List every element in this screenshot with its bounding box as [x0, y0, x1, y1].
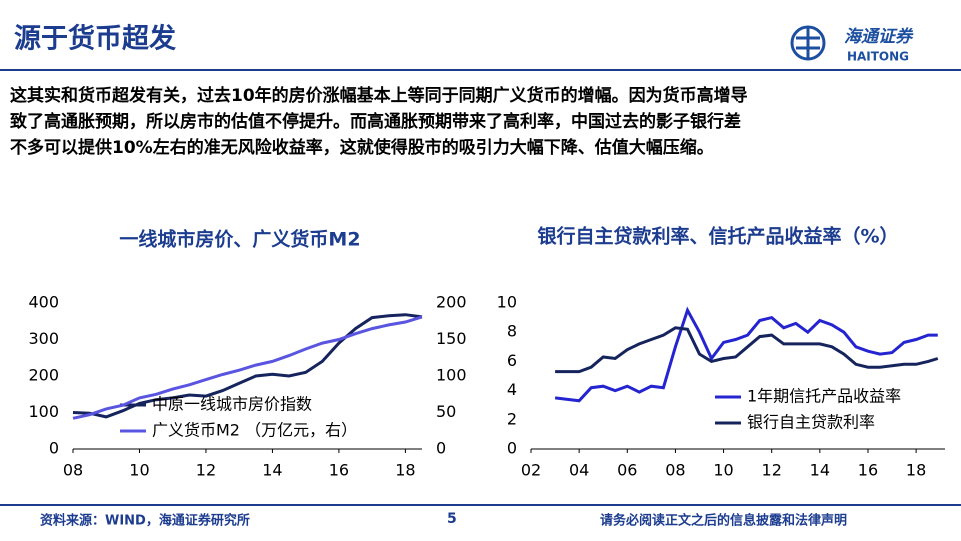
footer-disclaimer: 请务必阅读正文之后的信息披露和法律声明: [600, 513, 847, 529]
y-tick-label: 0: [49, 439, 59, 458]
legend-label: 中原一线城市房价指数: [152, 395, 312, 414]
series-line: [72, 315, 423, 420]
logo-text: 海通证券: [844, 27, 914, 47]
x-tick-label: 08: [665, 461, 685, 480]
x-tick-label: 16: [858, 461, 878, 480]
y-tick-label: 6: [507, 351, 517, 370]
body-line: 这其实和货币超发有关，过去10年的房价涨幅基本上等同于同期广义货币的增幅。因为货…: [10, 85, 748, 106]
y2-tick-label: 200: [436, 293, 467, 312]
slide-title: 源于货币超发: [14, 23, 176, 55]
logo-sub: HAITONG: [847, 50, 909, 64]
chart-title: 银行自主贷款利率、信托产品收益率（%）: [537, 225, 898, 248]
x-tick-label: 06: [617, 461, 637, 480]
y-tick-label: 200: [28, 366, 59, 385]
y-tick-label: 10: [497, 293, 517, 312]
y-tick-label: 100: [28, 402, 59, 421]
y-tick-label: 4: [507, 380, 517, 399]
x-tick-label: 10: [713, 461, 733, 480]
x-tick-label: 08: [63, 461, 83, 480]
body-line: 致了高通胀预期，所以房市的估值不停提升。而高通胀预期带来了高利率，中国过去的影子…: [10, 111, 741, 132]
y2-tick-label: 100: [436, 366, 467, 385]
y-tick-label: 400: [28, 293, 59, 312]
y-tick-label: 300: [28, 329, 59, 348]
y2-tick-label: 50: [436, 402, 456, 421]
legend-label: 银行自主贷款利率: [747, 413, 875, 432]
y-tick-label: 0: [507, 439, 517, 458]
x-tick-label: 18: [906, 461, 926, 480]
x-tick-label: 04: [569, 461, 589, 480]
y-tick-label: 8: [507, 322, 517, 341]
legend-label: 1年期信托产品收益率: [747, 387, 901, 406]
y-tick-label: 2: [507, 409, 517, 428]
body-line: 不多可以提供10%左右的准无风险收益率，这就使得股市的吸引力大幅下降、估值大幅压…: [10, 137, 714, 158]
x-tick-label: 12: [196, 461, 216, 480]
series-line: [555, 326, 939, 374]
x-tick-label: 16: [329, 461, 349, 480]
logo: [790, 25, 826, 61]
chart-title: 一线城市房价、广义货币M2: [119, 228, 360, 251]
footer-source: 资料来源：WIND，海通证券研究所: [40, 513, 250, 529]
series-line: [554, 306, 938, 403]
x-tick-label: 12: [762, 461, 782, 480]
series-line: [72, 313, 423, 419]
y2-tick-label: 0: [436, 439, 446, 458]
x-tick-label: 10: [129, 461, 149, 480]
page-number: 5: [447, 511, 457, 527]
legend-label: 广义货币M2 （万亿元，右）: [152, 421, 357, 440]
x-tick-label: 02: [521, 461, 541, 480]
x-tick-label: 18: [395, 461, 415, 480]
x-tick-label: 14: [262, 461, 282, 480]
x-tick-label: 14: [810, 461, 830, 480]
y2-tick-label: 150: [436, 329, 467, 348]
